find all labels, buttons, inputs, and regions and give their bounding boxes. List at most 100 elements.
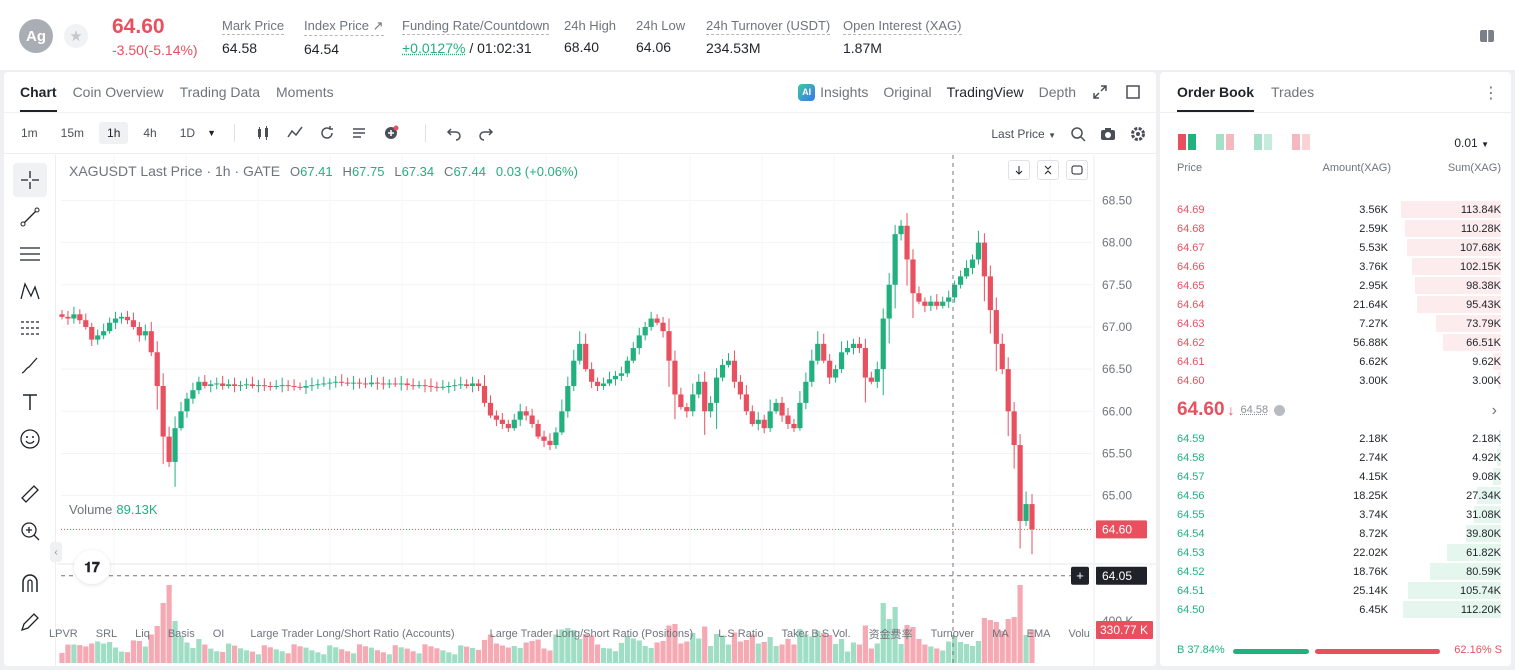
indicators-icon[interactable] [287,125,303,141]
volume-bar [71,644,77,663]
indicator-item[interactable]: Liq [135,628,150,640]
zoom-in-tool-icon[interactable] [13,514,47,548]
precision-select[interactable]: 0.01 ▼ [1454,136,1489,150]
stat-index-price[interactable]: Index Price ↗ 64.54 [304,18,384,57]
indicator-item[interactable]: MA [992,628,1009,640]
window-icon[interactable] [1124,83,1142,101]
price-type-select[interactable]: Last Price ▼ [991,127,1056,141]
indicator-item[interactable]: SRL [95,628,118,640]
timeframe-1h[interactable]: 1h [99,122,129,144]
search-icon[interactable] [1070,126,1086,142]
view-both-icon[interactable] [1178,134,1196,150]
indicator-item[interactable]: Large Trader Long/Short Ratio (Positions… [489,628,694,640]
prediction-tool-icon[interactable] [13,311,47,345]
stat-24h-turnover[interactable]: 24h Turnover (USDT) 234.53M [706,18,831,56]
crosshair-tool-icon[interactable] [13,163,47,197]
view-split-icon[interactable] [1216,134,1234,150]
bid-row[interactable]: 64.51 25.14K 105.74K [1160,581,1511,600]
add-alert-icon[interactable] [383,125,399,141]
text-tool-icon[interactable] [13,385,47,419]
bid-row[interactable]: 64.59 2.18K 2.18K [1160,429,1511,448]
indicator-item[interactable]: Large Trader Long/Short Ratio (Accounts) [250,628,455,640]
view-tradingview[interactable]: TradingView [946,84,1024,100]
bid-row[interactable]: 64.54 8.72K 39.80K [1160,524,1511,543]
bid-row[interactable]: 64.58 2.74K 4.92K [1160,448,1511,467]
ask-row[interactable]: 64.68 2.59K 110.28K [1160,219,1511,238]
trendline-tool-icon[interactable] [13,200,47,234]
candle-type-icon[interactable] [255,125,271,141]
timeframe-15m[interactable]: 15m [60,126,85,140]
collapse-icon[interactable] [1037,160,1059,180]
indicator-item[interactable]: Turnover [930,628,975,640]
timeframe-1d[interactable]: 1D [179,126,196,140]
view-depth[interactable]: Depth [1038,84,1076,100]
ask-row[interactable]: 64.66 3.76K 102.15K [1160,257,1511,276]
indicator-item[interactable]: LPVR [49,628,78,640]
indicator-item[interactable]: EMA [1026,628,1051,640]
ask-row[interactable]: 64.61 6.62K 9.62K [1160,352,1511,371]
chevron-right-icon[interactable]: › [1491,402,1497,419]
templates-icon[interactable] [351,125,367,141]
undo-icon[interactable] [446,125,462,141]
tab-trades[interactable]: Trades [1271,84,1315,100]
bid-row[interactable]: 64.52 18.76K 80.59K [1160,562,1511,581]
replay-icon[interactable] [319,125,335,141]
ask-row[interactable]: 64.64 21.64K 95.43K [1160,295,1511,314]
more-icon[interactable]: ⋮ [1483,85,1499,102]
volume-bar [957,642,964,663]
book-icon[interactable] [1478,27,1496,45]
camera-icon[interactable] [1100,126,1116,142]
stat-open-interest[interactable]: Open Interest (XAG) 1.87M [843,18,962,56]
ask-row[interactable]: 64.65 2.95K 98.38K [1160,276,1511,295]
expand-icon[interactable] [1091,83,1109,101]
emoji-tool-icon[interactable] [13,422,47,456]
bid-row[interactable]: 64.50 6.45K 112.20K [1160,600,1511,619]
edit-tool-icon[interactable] [13,605,47,639]
bid-row[interactable]: 64.56 18.25K 27.34K [1160,486,1511,505]
pattern-tool-icon[interactable] [13,274,47,308]
ask-depth-bar [1417,296,1501,313]
indicator-item[interactable]: Basis [167,628,195,640]
chevron-right-icon[interactable]: › [1097,626,1103,642]
indicator-item[interactable]: OI [212,628,225,640]
brush-tool-icon[interactable] [13,348,47,382]
tab-chart[interactable]: Chart [20,72,57,112]
ask-row[interactable]: 64.62 56.88K 66.51K [1160,333,1511,352]
tab-coin-overview[interactable]: Coin Overview [72,84,164,100]
scroll-to-latest-icon[interactable] [1008,160,1030,180]
bid-row[interactable]: 64.53 22.02K 61.82K [1160,543,1511,562]
collapse-drawbar-icon[interactable]: ‹ [50,542,62,562]
ask-row[interactable]: 64.67 5.53K 107.68K [1160,238,1511,257]
timeframe-dropdown-icon[interactable]: ▼ [207,128,216,138]
view-asks-icon[interactable] [1292,134,1310,150]
tab-trading-data[interactable]: Trading Data [179,84,261,100]
timeframe-4h[interactable]: 4h [143,126,157,140]
tab-order-book[interactable]: Order Book [1177,72,1255,112]
bid-row[interactable]: 64.55 3.74K 31.08K [1160,505,1511,524]
candlestick-chart[interactable]: 68.50 68.00 67.50 67.00 66.50 66.00 65.50 65.00… [57,155,1156,666]
view-bids-icon[interactable] [1254,134,1272,150]
ruler-tool-icon[interactable] [13,477,47,511]
redo-icon[interactable] [478,125,494,141]
fib-tool-icon[interactable] [13,237,47,271]
bid-row[interactable]: 64.57 4.15K 9.08K [1160,467,1511,486]
tradingview-logo[interactable]: 𝟏𝟕 [74,550,110,584]
ask-row[interactable]: 64.63 7.27K 73.79K [1160,314,1511,333]
indicator-item[interactable]: 资金费率 [868,629,913,641]
ai-icon: AI [798,83,816,101]
stat-funding-rate[interactable]: Funding Rate/Countdown +0.0127% / 01:02:… [402,18,550,56]
indicator-item[interactable]: L.S Ratio [718,628,764,640]
indicator-item[interactable]: Taker B.S Vol. [781,628,851,640]
tab-moments[interactable]: Moments [276,84,334,100]
view-original[interactable]: Original [883,84,932,100]
timeframe-1m[interactable]: 1m [21,126,38,140]
stat-mark-price[interactable]: Mark Price 64.58 [222,18,285,56]
fullscreen-icon[interactable] [1066,160,1088,180]
ask-row[interactable]: 64.69 3.56K 113.84K [1160,200,1511,219]
magnet-tool-icon[interactable] [13,567,47,601]
ask-row[interactable]: 64.60 3.00K 3.00K [1160,371,1511,390]
insights-button[interactable]: AI Insights [798,83,868,101]
indicator-item[interactable]: Volu [1068,628,1090,640]
favorite-star-icon[interactable]: ★ [64,24,88,48]
gear-icon[interactable] [1130,126,1146,142]
